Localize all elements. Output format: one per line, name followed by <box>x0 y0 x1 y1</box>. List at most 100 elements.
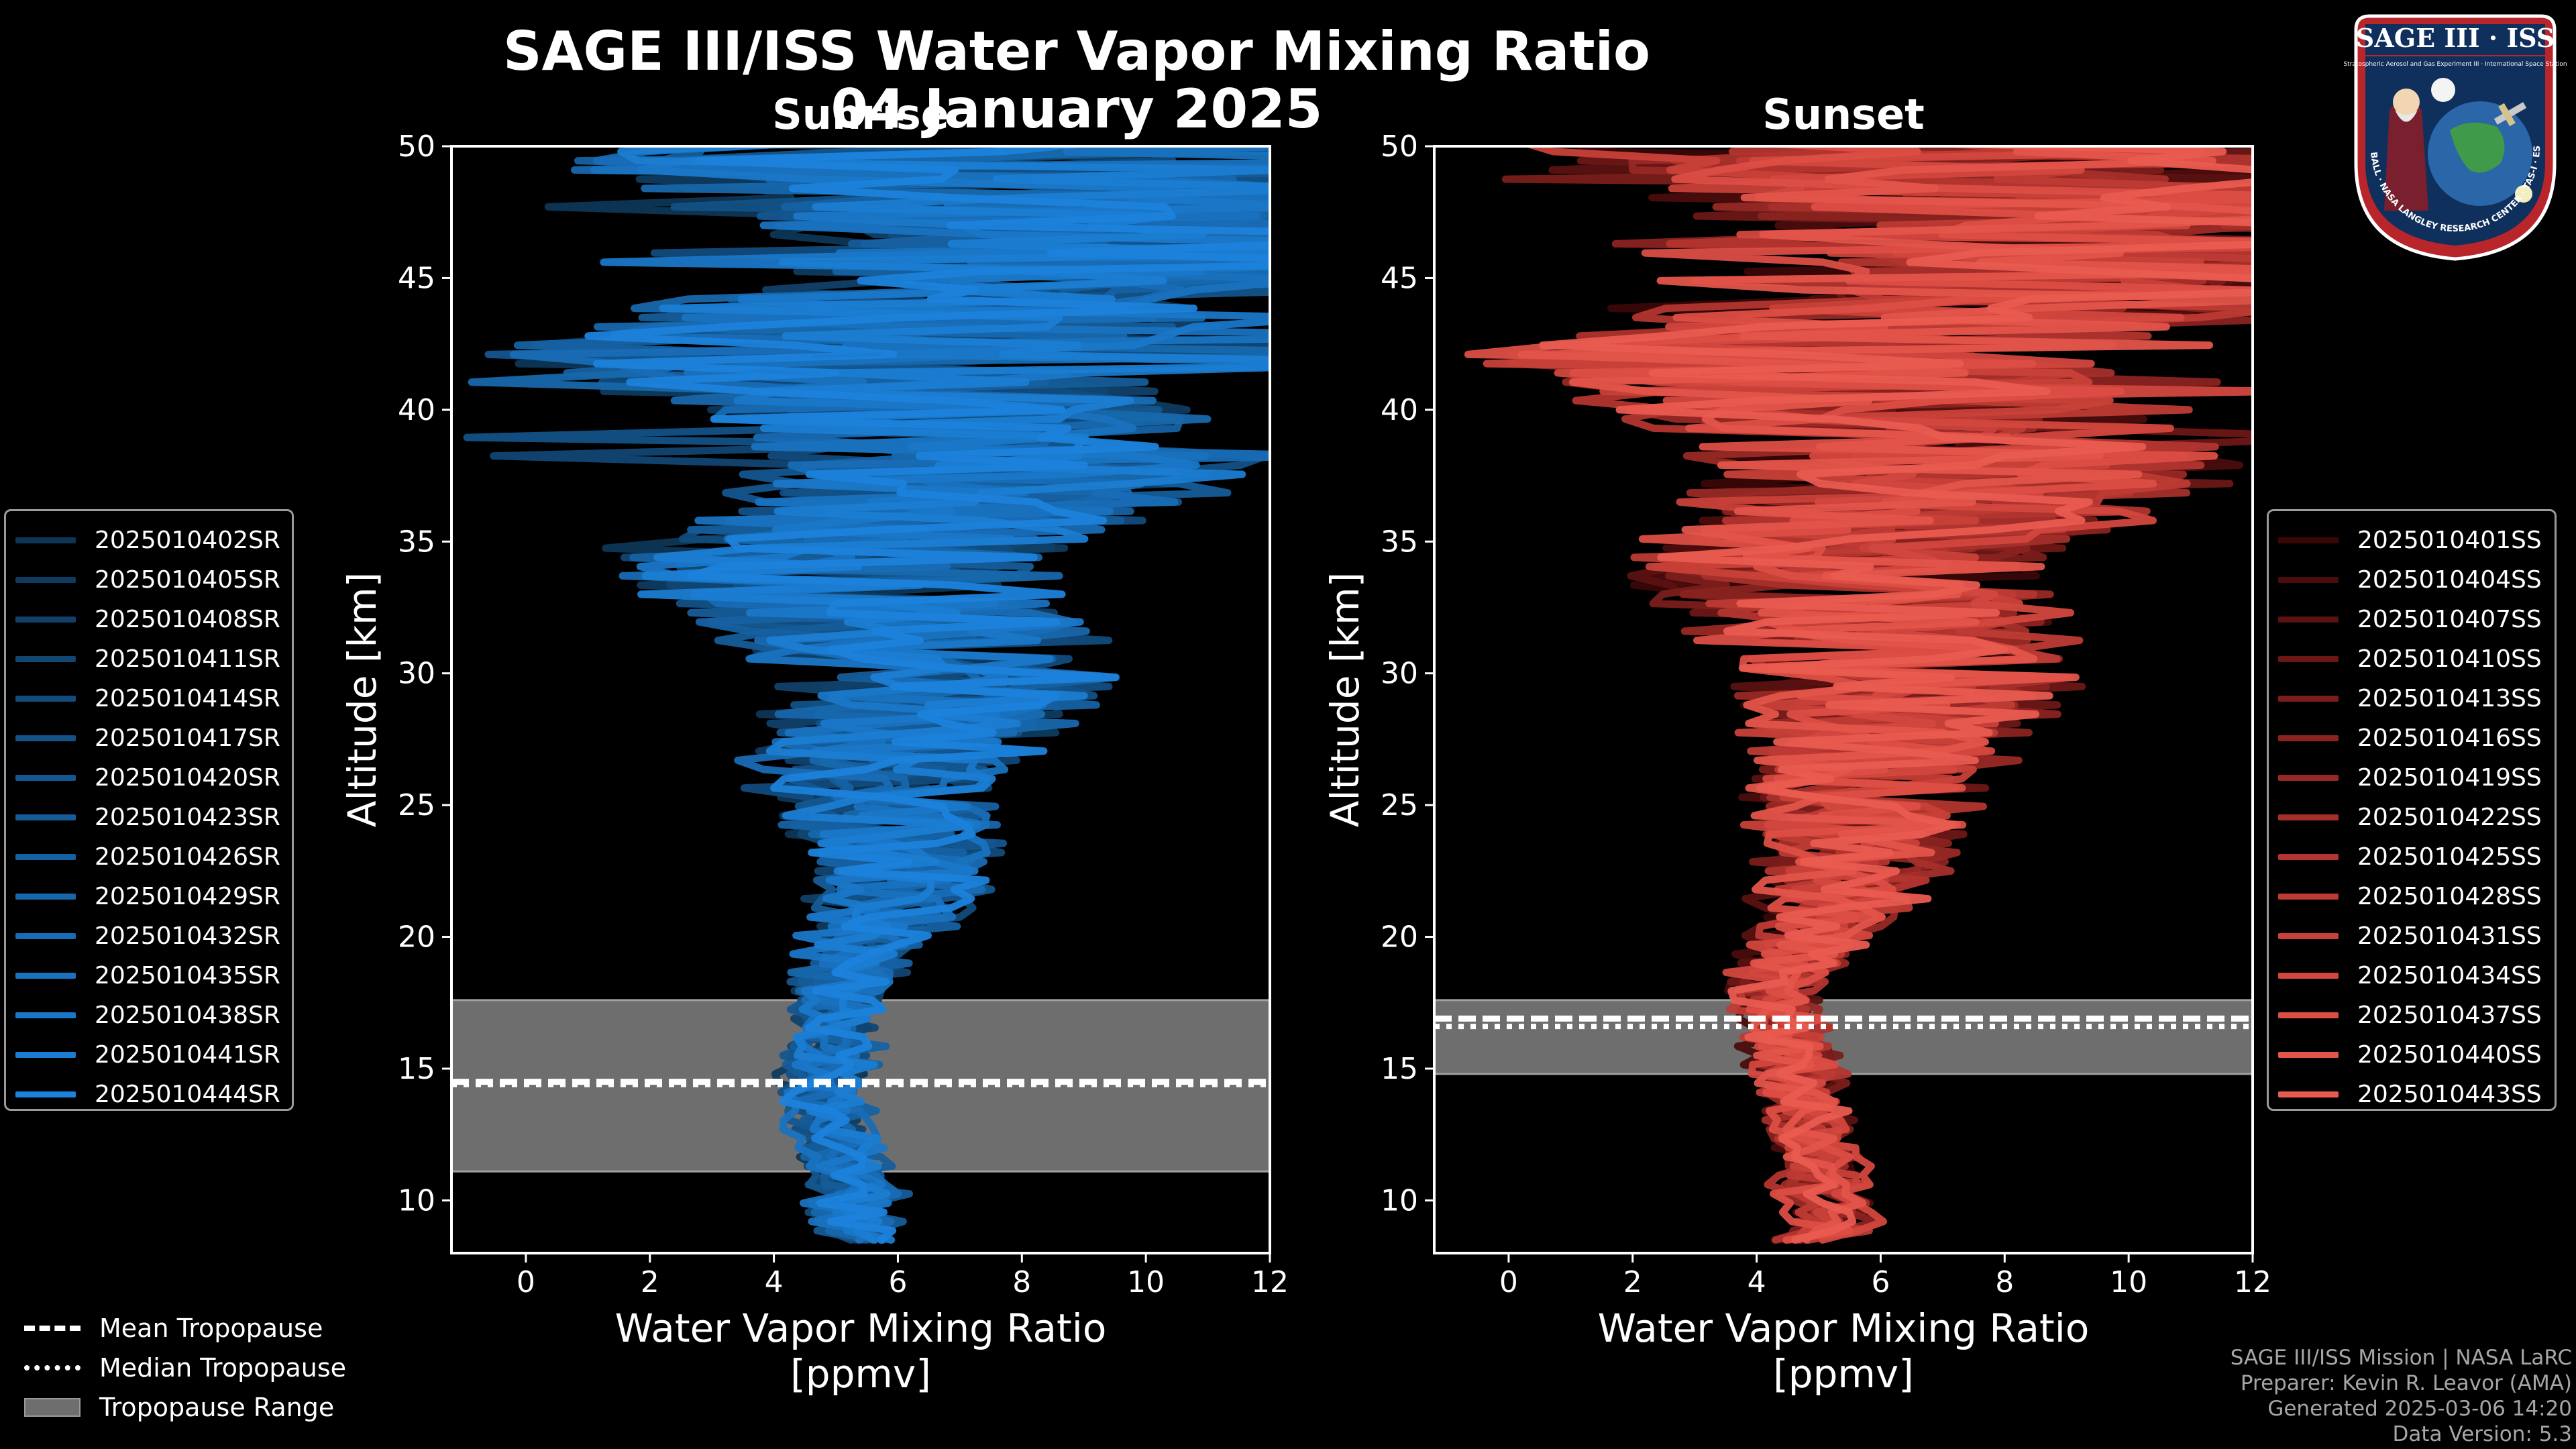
legend-entry-2025010444SR: 2025010444SR <box>15 1075 280 1114</box>
sunset-plot-area: 0 2 4 6 8 10 12 10 15 20 25 30 35 40 45 50 <box>1381 129 2271 1299</box>
sunset-y-tick-label: 45 <box>1381 261 1418 295</box>
sunset-x-tick-label: 2 <box>1623 1265 1642 1299</box>
sunset-axes-frame <box>1433 145 2254 1254</box>
sunrise-x-tick-label: 10 <box>1127 1265 1165 1299</box>
credits-version: Data Version: 5.3 <box>2392 1422 2572 1446</box>
legend-swatch <box>15 577 76 583</box>
sunrise-y-tick-label: 50 <box>398 129 435 164</box>
sunset-y-tick-label: 40 <box>1381 393 1418 427</box>
legend-entry-2025010420SR: 2025010420SR <box>15 758 280 798</box>
sunset-x-tick-label: 10 <box>2110 1265 2147 1299</box>
figure-date: 04 January 2025 <box>831 78 1323 140</box>
credits-generated: Generated 2025-03-06 14:20 <box>2267 1397 2572 1421</box>
legend-swatch <box>15 696 76 702</box>
legend-label: 2025010434SS <box>2357 962 2542 989</box>
legend-swatch <box>2278 735 2339 741</box>
sunset-plot-content <box>1434 146 2253 1244</box>
legend-label: 2025010423SR <box>95 804 280 831</box>
tropopause-range-label: Tropopause Range <box>99 1392 335 1422</box>
legend-label: 2025010417SR <box>95 724 280 752</box>
sunrise-y-tick-label: 40 <box>398 393 435 427</box>
legend-entry-2025010423SR: 2025010423SR <box>15 798 280 837</box>
legend-label: 2025010440SS <box>2357 1041 2542 1069</box>
legend-swatch <box>2278 1052 2339 1058</box>
legend-swatch <box>15 814 76 820</box>
sunrise-y-tick-label: 20 <box>398 920 435 955</box>
legend-swatch <box>2278 656 2339 662</box>
sunrise-x-tick-label: 4 <box>765 1265 784 1299</box>
sunrise-x-tick-label: 0 <box>517 1265 535 1299</box>
sunrise-x-tick-label: 12 <box>1251 1265 1289 1299</box>
legend-entry-2025010437SS: 2025010437SS <box>2278 996 2542 1035</box>
legend-label: 2025010429SR <box>95 883 280 910</box>
legend-label: 2025010404SS <box>2357 566 2542 594</box>
legend-swatch <box>15 1052 76 1058</box>
legend-swatch <box>2278 933 2339 939</box>
legend-entry-2025010401SS: 2025010401SS <box>2278 521 2542 560</box>
legend-swatch <box>15 735 76 741</box>
tropopause-range-legend-entry: Tropopause Range <box>24 1387 346 1427</box>
legend-entry-2025010432SR: 2025010432SR <box>15 916 280 956</box>
sunset-y-tick-label: 25 <box>1381 788 1418 822</box>
credits: SAGE III/ISS Mission | NASA LaRC Prepare… <box>2231 1345 2572 1447</box>
sunset-panel: Sunset 0 2 4 6 8 10 12 10 15 20 25 30 35 40 45 50 Altit… <box>1322 90 2271 1397</box>
legend-entry-2025010416SS: 2025010416SS <box>2278 718 2542 758</box>
figure-title: SAGE III/ISS Water Vapor Mixing Ratio <box>503 20 1650 83</box>
median-tropopause-label: Median Tropopause <box>99 1352 346 1383</box>
legend-entry-2025010426SR: 2025010426SR <box>15 837 280 877</box>
sunset-x-tick-label: 0 <box>1499 1265 1518 1299</box>
legend-entry-2025010434SS: 2025010434SS <box>2278 956 2542 996</box>
legend-entry-2025010435SR: 2025010435SR <box>15 956 280 996</box>
legend-label: 2025010416SS <box>2357 724 2542 752</box>
legend-label: 2025010411SR <box>95 645 280 673</box>
sunrise-plot-area: 0 2 4 6 8 10 12 10 15 20 25 30 35 40 45 50 <box>398 129 1289 1299</box>
legend-swatch <box>15 973 76 979</box>
sunrise-y-tick-label: 45 <box>398 261 435 295</box>
legend-label: 2025010443SS <box>2357 1081 2542 1108</box>
sunrise-y-tick-label: 15 <box>398 1052 435 1086</box>
tropopause-range-swatch <box>24 1397 80 1417</box>
legend-entry-2025010404SS: 2025010404SS <box>2278 560 2542 600</box>
legend-entry-2025010417SR: 2025010417SR <box>15 718 280 758</box>
legend-label: 2025010444SR <box>95 1081 280 1108</box>
legend-swatch <box>2278 894 2339 900</box>
tropopause-legend: Mean Tropopause Median Tropopause Tropop… <box>24 1308 346 1427</box>
sunrise-panel-title: Sunrise <box>772 90 949 139</box>
legend-swatch <box>2278 973 2339 979</box>
legend-swatch <box>15 1091 76 1097</box>
sunrise-x-tick-label: 8 <box>1012 1265 1031 1299</box>
legend-swatch <box>2278 616 2339 623</box>
logo-name: SAGE III · ISS <box>2356 23 2555 53</box>
profile-line-2025010440SS <box>1517 146 2253 1244</box>
legend-swatch <box>15 537 76 543</box>
sunset-x-axis-label-line1: Water Vapor Mixing Ratio <box>1598 1305 2090 1351</box>
sunset-y-tick-label: 50 <box>1381 129 1418 164</box>
legend-label: 2025010438SR <box>95 1002 280 1029</box>
sunrise-x-tick-label: 6 <box>888 1265 907 1299</box>
sunset-x-tick-label: 6 <box>1871 1265 1890 1299</box>
sunset-y-tick-label: 10 <box>1381 1183 1418 1218</box>
legend-swatch <box>2278 814 2339 820</box>
legend-swatch <box>2278 1012 2339 1018</box>
legend-entry-2025010413SS: 2025010413SS <box>2278 679 2542 718</box>
sunrise-y-tick-label: 25 <box>398 788 435 822</box>
legend-swatch <box>2278 775 2339 781</box>
sunset-legend: 2025010401SS 2025010404SS 2025010407SS 2025… <box>2267 509 2557 1111</box>
sunset-y-tick-label: 20 <box>1381 920 1418 955</box>
legend-entry-2025010402SR: 2025010402SR <box>15 521 280 560</box>
legend-swatch <box>2278 577 2339 583</box>
legend-entry-2025010443SS: 2025010443SS <box>2278 1075 2542 1114</box>
sunset-y-tick-label: 15 <box>1381 1052 1418 1086</box>
legend-entry-2025010405SR: 2025010405SR <box>15 560 280 600</box>
sunrise-panel: Sunrise 0 2 4 6 8 10 12 10 15 20 25 30 35 40 45 50 Alti… <box>339 90 1289 1397</box>
legend-label: 2025010435SR <box>95 962 280 989</box>
profile-line-2025010444SR <box>584 146 1270 1244</box>
legend-entry-2025010429SR: 2025010429SR <box>15 877 280 916</box>
legend-entry-2025010411SR: 2025010411SR <box>15 639 280 679</box>
sunset-x-axis-label-line2: [ppmv] <box>1773 1351 1914 1397</box>
sunset-panel-title: Sunset <box>1762 90 1925 139</box>
legend-swatch <box>15 616 76 623</box>
legend-label: 2025010425SS <box>2357 843 2542 871</box>
legend-entry-2025010407SS: 2025010407SS <box>2278 600 2542 639</box>
sunset-x-tick-label: 8 <box>1995 1265 2014 1299</box>
